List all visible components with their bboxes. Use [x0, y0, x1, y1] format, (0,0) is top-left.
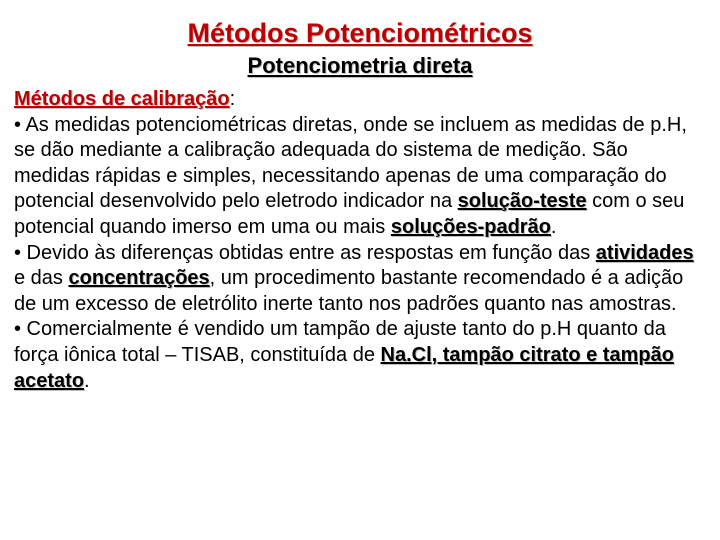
highlight-concentracoes: concentrações	[68, 267, 209, 289]
para1-c: .	[551, 216, 557, 238]
para2-a: • Devido às diferenças obtidas entre as …	[14, 242, 596, 264]
highlight-solucao-teste: solução-teste	[458, 190, 587, 212]
slide-body: Métodos de calibração: • As medidas pote…	[14, 87, 706, 394]
highlight-atividades: atividades	[596, 242, 694, 264]
highlight-solucoes-padrao: soluções-padrão	[391, 216, 551, 238]
section-label: Métodos de calibração	[14, 88, 230, 110]
para3-b: .	[84, 370, 90, 392]
section-colon: :	[230, 88, 236, 110]
slide-subtitle: Potenciometria direta	[14, 53, 706, 79]
slide-title: Métodos Potenciométricos	[14, 18, 706, 49]
para2-b: e das	[14, 267, 68, 289]
